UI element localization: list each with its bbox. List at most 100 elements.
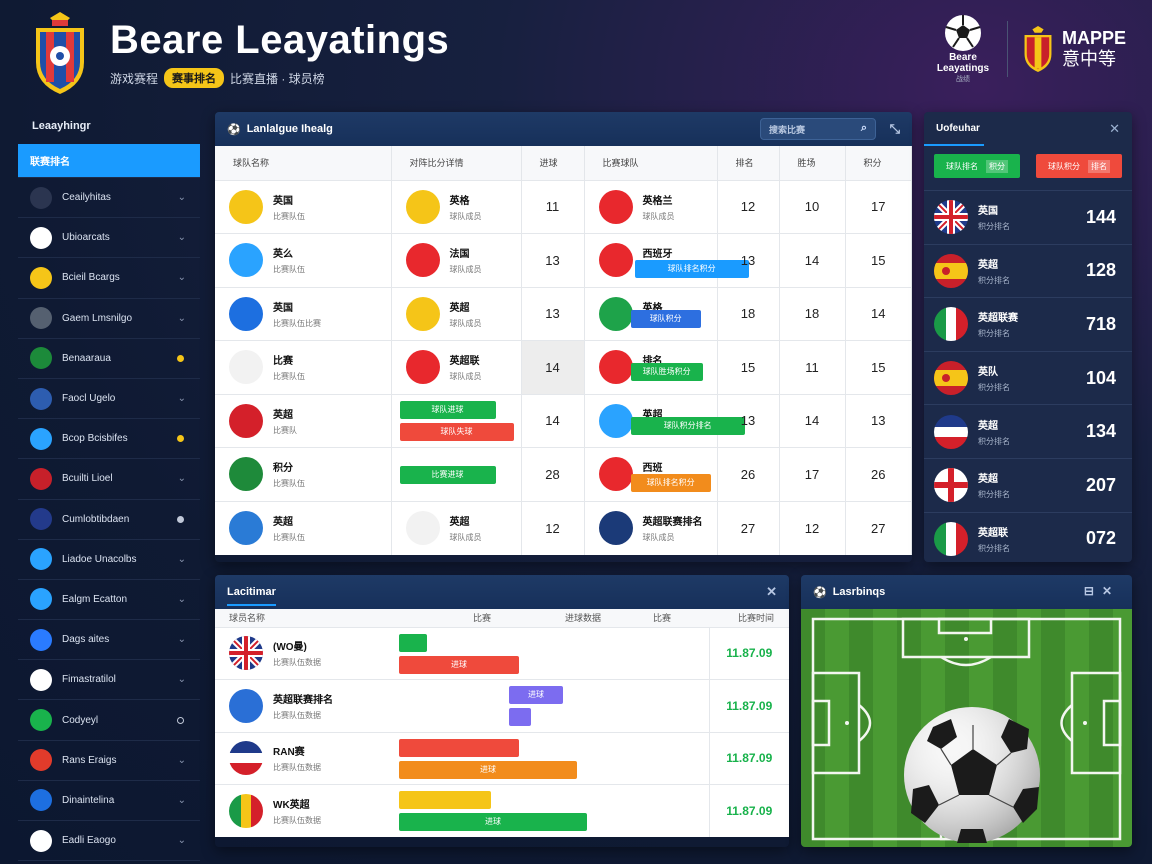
chevron-down-icon[interactable]: ⌄ — [177, 272, 186, 284]
search-input[interactable]: 搜索比赛 ⌕ — [760, 118, 876, 140]
chevron-down-icon[interactable]: ⌄ — [177, 312, 186, 324]
stat-cell: 12 — [717, 179, 780, 234]
chevron-down-icon[interactable]: ⌄ — [177, 634, 186, 646]
player-text: (WO曼) 比赛队伍数据 — [273, 638, 321, 668]
chevron-down-icon[interactable]: ⌄ — [177, 393, 186, 405]
col-header[interactable]: 比赛时间 — [709, 609, 789, 627]
standings-rank-button[interactable]: 球队排名 积分 — [934, 154, 1020, 178]
col-header[interactable]: 进球数据 — [491, 609, 601, 627]
table-row[interactable]: 积分比赛队伍比赛进球28西班球队成员球队排名积分261726 — [215, 447, 912, 501]
subtitle-right[interactable]: 比赛直播 · 球员榜 — [230, 71, 325, 86]
stat-bar[interactable]: 比赛进球 — [399, 466, 496, 484]
table-row[interactable]: (WO曼) 比赛队伍数据 进球 11.87.09 — [215, 626, 789, 680]
table-row[interactable]: 比赛比赛队伍英超联球队成员14排名球队成员球队胜场积分151115 — [215, 340, 912, 394]
col-header[interactable]: 积分 — [845, 146, 912, 180]
col-header[interactable]: 胜场 — [779, 146, 846, 180]
sidebar-item-label: Cumlobtibdaen — [62, 513, 130, 525]
standings-points-button[interactable]: 球队积分 排名 — [1036, 154, 1122, 178]
standings-row[interactable]: 英超 积分排名 207 — [924, 457, 1132, 512]
chevron-down-icon[interactable]: ⌄ — [177, 835, 186, 847]
table-row[interactable]: WK英超 比赛队伍数据 进球 11.87.09 — [215, 784, 789, 837]
standings-row[interactable]: 英队 积分排名 104 — [924, 350, 1132, 405]
standings-row[interactable]: 英国 积分排名 144 — [924, 190, 1132, 244]
standings-row[interactable]: 英超 积分排名 134 — [924, 404, 1132, 458]
chevron-down-icon[interactable]: ⌄ — [177, 754, 186, 766]
rank-bar[interactable]: 球队胜场积分 — [630, 363, 703, 381]
chevron-down-icon[interactable]: ⌄ — [177, 192, 186, 204]
chevron-down-icon[interactable]: ⌄ — [177, 794, 186, 806]
standings-row[interactable]: 英超联赛 积分排名 718 — [924, 297, 1132, 351]
table-row[interactable]: 英国 比赛队伍 英格 球队成员 11 英格兰 球队成员 12 10 17 — [215, 179, 912, 234]
pitch-view[interactable] — [801, 609, 1132, 847]
stat-bar[interactable] — [509, 708, 531, 726]
stat-bar[interactable]: 进球 — [399, 760, 577, 779]
brand-shield-block[interactable]: MAPPE 意中等 — [1022, 26, 1126, 72]
col-header[interactable]: 进球 — [521, 146, 585, 180]
sidebar-item[interactable]: Ceailyhitas ⌄ — [18, 178, 200, 219]
sidebar-item[interactable]: Codyeyl — [18, 700, 200, 741]
col-header[interactable]: 比赛球队 — [584, 146, 718, 180]
table-row[interactable]: RAN赛 比赛队伍数据 进球 11.87.09 — [215, 731, 789, 785]
brand-name-secondary: 意中等 — [1061, 49, 1116, 69]
sidebar-item[interactable]: Liadoe Unacolbs ⌄ — [18, 540, 200, 580]
sidebar-item[interactable]: Cumlobtibdaen — [18, 500, 200, 540]
sidebar-item[interactable]: Dags aites ⌄ — [18, 620, 200, 661]
sidebar-item[interactable]: Ealgm Ecatton ⌄ — [18, 580, 200, 621]
home-team-cell: 比赛 比赛队伍 — [215, 340, 392, 394]
stat-bar[interactable]: 球队进球 — [399, 400, 496, 419]
chevron-down-icon[interactable]: ⌄ — [177, 553, 186, 565]
chevron-down-icon[interactable]: ⌄ — [177, 593, 186, 605]
stat-bar[interactable]: 球队失球 — [399, 422, 514, 441]
stat-bar[interactable]: 进球 — [399, 813, 587, 831]
stat-bar[interactable] — [399, 633, 427, 652]
window-controls[interactable]: ⊟✕ — [1083, 584, 1120, 598]
close-icon[interactable]: ✕ — [766, 584, 777, 599]
rank-bar[interactable]: 球队积分排名 — [630, 416, 745, 435]
table-row[interactable]: 英超联赛排名 比赛队伍数据 进球 11.87.09 — [215, 679, 789, 732]
sidebar-item[interactable]: 联赛排名 — [18, 144, 200, 178]
team-text: 英国 比赛队伍 — [273, 192, 305, 222]
stats-panel-title[interactable]: Lacitimar — [227, 586, 276, 606]
sidebar-item[interactable]: Bcieil Bcargs ⌄ — [18, 258, 200, 299]
table-row[interactable]: 英国比赛队伍比赛英超球队成员13英格球队成员球队积分181814 — [215, 286, 912, 341]
table-row[interactable]: 英超 比赛队伍 英超 球队成员 12 英超联赛排名 球队成员 27 12 27 — [215, 500, 912, 555]
chevron-down-icon[interactable]: ⌄ — [177, 473, 186, 485]
sidebar-item[interactable]: Gaem Lmsnilgo ⌄ — [18, 299, 200, 339]
sidebar-item[interactable]: Rans Eraigs ⌄ — [18, 741, 200, 781]
col-header[interactable]: 比赛 — [391, 609, 491, 627]
sidebar-item[interactable]: Eadli Eaogo ⌄ — [18, 821, 200, 862]
sidebar-item[interactable]: Fimastratilol ⌄ — [18, 660, 200, 701]
stat-bar[interactable]: 进球 — [399, 655, 519, 674]
standings-row[interactable]: 英超联 积分排名 072 — [924, 511, 1132, 562]
rank-bar[interactable]: 球队积分 — [630, 309, 701, 328]
stat-bar[interactable]: 进球 — [509, 686, 563, 704]
col-header[interactable]: 比赛 — [601, 609, 709, 627]
chevron-down-icon[interactable]: ⌄ — [177, 674, 186, 686]
table-row[interactable]: 英超比赛队球队进球球队失球14英超球队成员球队积分排名131413 — [215, 393, 912, 448]
sidebar-item[interactable]: Bcuilti Lioel ⌄ — [18, 459, 200, 500]
stat-bar[interactable] — [399, 791, 491, 809]
col-header[interactable]: 球队名称 — [215, 146, 392, 180]
status-dot-icon — [177, 354, 184, 362]
sidebar-item[interactable]: Bcop Bcisbifes — [18, 419, 200, 460]
subtitle-badge[interactable]: 赛事排名 — [164, 68, 225, 88]
sidebar-item[interactable]: Ubioarcats ⌄ — [18, 218, 200, 259]
sidebar-item[interactable]: Dinaintelina ⌄ — [18, 781, 200, 821]
sidebar-item[interactable]: Benaaraua — [18, 339, 200, 379]
brand-ball-logo[interactable]: Beare Leayatings 战绩 — [933, 14, 993, 84]
standings-row[interactable]: 英超 积分排名 128 — [924, 243, 1132, 298]
col-header[interactable]: 对阵比分详情 — [391, 146, 522, 180]
col-header[interactable]: 球员名称 — [215, 609, 391, 627]
table-row[interactable]: 英么比赛队伍法国球队成员13西班牙球队成员球队排名积分131415 — [215, 233, 912, 287]
col-header[interactable]: 排名 — [717, 146, 780, 180]
search-icon[interactable]: ⌕ — [860, 122, 867, 134]
standings-title[interactable]: Uofeuhar — [924, 112, 984, 146]
collapse-icon[interactable]: ⤡ — [889, 121, 900, 136]
close-icon[interactable]: ✕ — [1109, 121, 1120, 136]
stat-bar[interactable] — [399, 738, 519, 757]
rank-bar[interactable]: 球队排名积分 — [630, 474, 711, 492]
subtitle-left[interactable]: 游戏赛程 — [110, 71, 159, 86]
league-shield-logo[interactable] — [32, 12, 88, 94]
sidebar-item[interactable]: Faocl Ugelo ⌄ — [18, 379, 200, 420]
chevron-down-icon[interactable]: ⌄ — [177, 232, 186, 244]
